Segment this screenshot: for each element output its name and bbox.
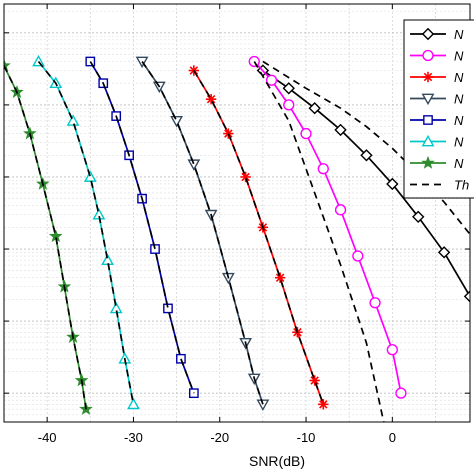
data-point: [283, 99, 295, 111]
data-point: [274, 272, 286, 283]
data-point: [421, 27, 435, 41]
series-2: [188, 65, 329, 410]
grid: [4, 4, 470, 422]
series-line: [253, 60, 402, 394]
legend-entry: N: [410, 27, 464, 42]
data-point: [187, 159, 201, 171]
data-point: [369, 297, 381, 309]
data-point: [170, 116, 183, 128]
data-point: [176, 353, 186, 364]
series-line: [193, 70, 325, 405]
data-point: [334, 204, 347, 216]
series-1: [248, 55, 407, 399]
legend-box: [403, 19, 474, 199]
theory-line: [141, 61, 264, 405]
data-point: [423, 115, 433, 125]
legend-entry: Th: [410, 178, 469, 193]
x-axis-label: SNR(dB): [249, 453, 305, 469]
data-point: [386, 344, 398, 356]
legend-label: N: [454, 49, 464, 64]
data-point: [308, 102, 321, 115]
series-line: [141, 61, 264, 405]
data-point: [256, 399, 270, 411]
data-point: [205, 93, 217, 105]
legend-entry: N: [410, 49, 464, 64]
legend-entry: N: [410, 135, 464, 150]
data-point: [66, 114, 80, 126]
data-point: [309, 375, 320, 386]
data-point: [352, 250, 364, 262]
x-tick-label: -10: [297, 430, 316, 445]
x-tick-label: 0: [389, 430, 396, 445]
theory-series: [4, 60, 470, 422]
theory-line: [37, 60, 135, 405]
data-point: [188, 65, 200, 76]
data-point: [421, 93, 435, 106]
data-point: [395, 387, 407, 399]
data-point: [421, 155, 435, 169]
data-point: [223, 128, 234, 139]
legend-label: Th: [454, 178, 469, 193]
data-point: [248, 55, 260, 68]
legend-entry: N: [410, 92, 464, 107]
x-tick-label: -30: [124, 430, 143, 445]
x-tick-label: -20: [210, 430, 229, 445]
series-0: [256, 64, 470, 303]
data-point: [300, 127, 312, 140]
data-point: [412, 210, 425, 223]
data-point: [32, 54, 45, 67]
x-tick-label: -40: [38, 430, 57, 445]
data-point: [360, 149, 373, 162]
legend-label: N: [454, 27, 464, 42]
data-point: [265, 74, 278, 86]
data-point: [386, 177, 399, 191]
legend-entry: N: [410, 155, 464, 171]
data-point: [127, 397, 140, 410]
legend-label: N: [454, 156, 464, 171]
data-point: [240, 171, 251, 183]
data-point: [463, 290, 470, 303]
theory-line: [193, 70, 325, 405]
data-point: [282, 82, 295, 95]
data-point: [83, 170, 97, 182]
data-point: [422, 71, 434, 83]
data-point: [421, 134, 435, 147]
plot-frame: [3, 3, 471, 423]
legend-entry: N: [410, 70, 464, 85]
x-ticks: -40 -30 -20 -10 0: [4, 4, 470, 445]
legend-entry: N: [410, 113, 464, 128]
data-point: [317, 163, 329, 175]
series-5: [32, 54, 140, 410]
data-point: [334, 123, 347, 137]
theory-line: [253, 61, 385, 422]
theory-line: [89, 61, 195, 394]
data-point: [422, 49, 434, 62]
data-point: [150, 244, 160, 254]
legend-label: N: [454, 70, 464, 85]
series-layer: [4, 54, 470, 422]
data-point: [163, 303, 173, 314]
data-point: [437, 246, 451, 259]
legend-label: N: [454, 135, 464, 150]
data-point: [318, 399, 329, 410]
legend-label: N: [454, 113, 464, 128]
legend-label: N: [454, 92, 464, 107]
